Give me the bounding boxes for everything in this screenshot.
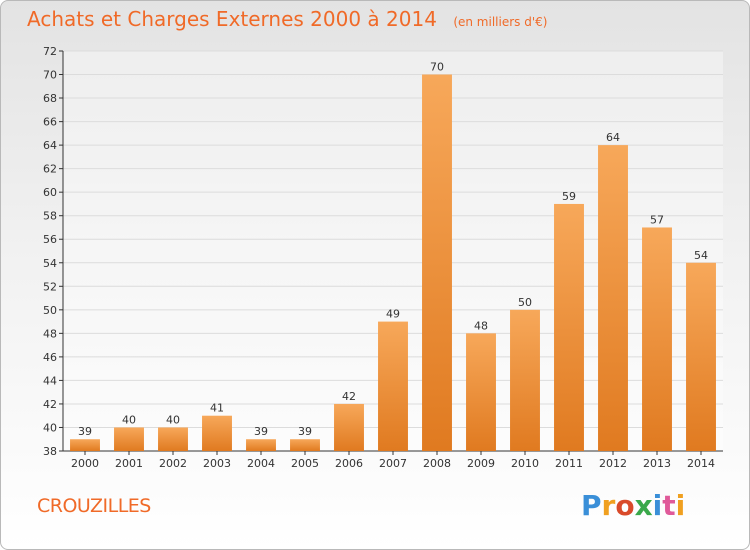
x-tick-label: 2005	[291, 457, 319, 470]
commune-name: CROUZILLES	[37, 495, 151, 517]
chart-subtitle: (en milliers d'€)	[453, 15, 548, 29]
y-tick-label: 66	[43, 116, 57, 129]
bar	[70, 439, 100, 451]
bar	[158, 427, 188, 451]
bar	[114, 427, 144, 451]
bar	[642, 227, 672, 451]
y-tick-label: 56	[43, 233, 57, 246]
logo-letter: i	[652, 489, 663, 522]
bar-value-label: 50	[518, 296, 532, 309]
bar-value-label: 40	[122, 413, 136, 426]
bar-value-label: 57	[650, 213, 664, 226]
title-text: Achats et Charges Externes 2000 à 2014	[27, 7, 437, 31]
bar-value-label: 54	[694, 249, 708, 262]
y-tick-label: 60	[43, 186, 57, 199]
bar-value-label: 59	[562, 190, 576, 203]
y-tick-label: 54	[43, 257, 57, 270]
bar	[334, 403, 364, 451]
bar-value-label: 41	[210, 402, 224, 415]
logo-letter: i	[675, 489, 686, 522]
bar-value-label: 49	[386, 308, 400, 321]
y-tick-label: 68	[43, 92, 57, 105]
y-tick-label: 64	[43, 139, 57, 152]
bar	[246, 439, 276, 451]
x-tick-label: 2013	[643, 457, 671, 470]
x-tick-label: 2006	[335, 457, 363, 470]
x-tick-label: 2003	[203, 457, 231, 470]
bar	[510, 309, 540, 451]
bar	[686, 262, 716, 451]
x-tick-label: 2004	[247, 457, 275, 470]
x-tick-label: 2002	[159, 457, 187, 470]
x-tick-label: 2009	[467, 457, 495, 470]
bar	[554, 203, 584, 451]
proxiti-logo: Proxiti	[581, 489, 685, 522]
x-tick-label: 2000	[71, 457, 99, 470]
bar	[422, 74, 452, 451]
chart-title: Achats et Charges Externes 2000 à 2014 (…	[27, 7, 547, 31]
bar	[378, 321, 408, 451]
logo-letter: t	[662, 489, 676, 522]
x-tick-label: 2011	[555, 457, 583, 470]
bar	[290, 439, 320, 451]
bar	[466, 333, 496, 451]
logo-letter: o	[615, 489, 635, 522]
bar	[202, 415, 232, 451]
y-tick-label: 44	[43, 374, 57, 387]
bar-value-label: 39	[254, 425, 268, 438]
logo-letter: P	[581, 489, 602, 522]
bar-value-label: 42	[342, 390, 356, 403]
x-tick-label: 2010	[511, 457, 539, 470]
y-tick-label: 42	[43, 398, 57, 411]
y-tick-label: 50	[43, 304, 57, 317]
logo-letter: x	[634, 489, 653, 522]
bar-value-label: 48	[474, 319, 488, 332]
y-tick-label: 48	[43, 327, 57, 340]
bar-value-label: 70	[430, 61, 444, 74]
y-tick-label: 62	[43, 163, 57, 176]
x-tick-label: 2007	[379, 457, 407, 470]
bar-value-label: 40	[166, 413, 180, 426]
x-tick-label: 2012	[599, 457, 627, 470]
logo-letter: r	[601, 489, 616, 522]
bar	[598, 145, 628, 451]
y-tick-label: 40	[43, 421, 57, 434]
y-tick-label: 70	[43, 69, 57, 82]
bar-value-label: 39	[78, 425, 92, 438]
bar-value-label: 64	[606, 131, 620, 144]
bar-value-label: 39	[298, 425, 312, 438]
x-tick-label: 2008	[423, 457, 451, 470]
x-tick-label: 2001	[115, 457, 143, 470]
y-tick-label: 58	[43, 210, 57, 223]
y-tick-label: 38	[43, 445, 57, 458]
y-tick-label: 72	[43, 45, 57, 58]
y-tick-label: 46	[43, 351, 57, 364]
x-tick-label: 2014	[687, 457, 715, 470]
y-tick-label: 52	[43, 280, 57, 293]
